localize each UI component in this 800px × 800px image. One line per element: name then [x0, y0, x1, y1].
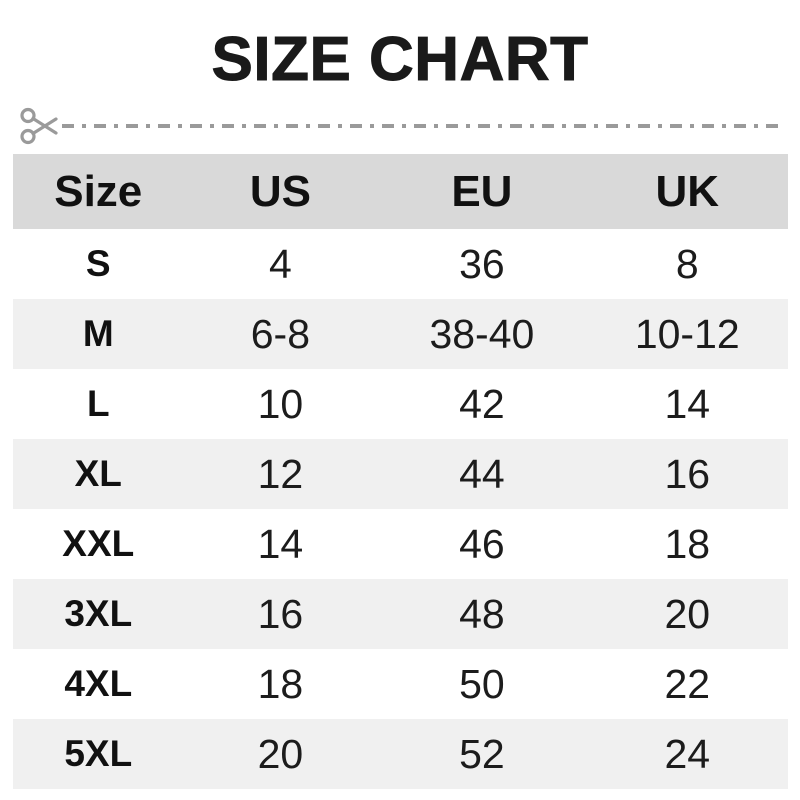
us-cell: 6-8: [250, 310, 310, 357]
eu-cell: 36: [459, 240, 505, 287]
uk-cell: 22: [664, 660, 711, 707]
uk-cell: 14: [664, 380, 711, 427]
uk-cell: 8: [675, 240, 699, 287]
table-row: S 4 36 8: [13, 229, 788, 299]
eu-cell: 38-40: [429, 310, 535, 357]
table-row: XL 12 44 16: [13, 439, 788, 509]
table-row: 4XL 18 50 22: [13, 649, 788, 719]
size-cell: XL: [74, 453, 122, 494]
eu-cell: 50: [459, 660, 505, 707]
us-cell: 18: [257, 660, 304, 707]
size-cell: XXL: [62, 523, 135, 564]
us-cell: 16: [257, 590, 304, 637]
us-cell: 12: [257, 450, 304, 497]
us-cell: 20: [257, 730, 304, 777]
eu-cell: 44: [459, 450, 505, 497]
uk-cell: 16: [664, 450, 711, 497]
size-cell: M: [82, 313, 114, 354]
size-cell: 5XL: [64, 733, 133, 774]
us-cell: 4: [268, 240, 292, 287]
us-cell: 10: [257, 380, 304, 427]
table-row: XXL 14 46 18: [13, 509, 788, 579]
eu-cell: 52: [459, 730, 505, 777]
uk-cell: 20: [664, 590, 711, 637]
dashed-cut-line: [62, 124, 784, 128]
uk-cell: 24: [664, 730, 711, 777]
table-row: M 6-8 38-40 10-12: [13, 299, 788, 369]
size-table: Size US EU UK S 4 36 8 M 6-8 38-40 10-12…: [13, 154, 788, 789]
size-cell: L: [86, 383, 110, 424]
size-cell: 3XL: [64, 593, 133, 634]
scissors-icon: [20, 107, 58, 145]
table-row: 5XL 20 52 24: [13, 719, 788, 789]
col-header-us: US: [249, 166, 311, 216]
page-title: SIZE CHART: [211, 25, 589, 95]
col-header-size: Size: [54, 166, 143, 216]
col-header-eu: EU: [451, 166, 513, 216]
us-cell: 14: [257, 520, 304, 567]
table-row: 3XL 16 48 20: [13, 579, 788, 649]
eu-cell: 46: [459, 520, 505, 567]
uk-cell: 18: [664, 520, 711, 567]
size-chart-page: SIZE CHART Size US EU UK S 4 36 8 M 6-8 …: [0, 22, 800, 800]
size-cell: 4XL: [64, 663, 133, 704]
table-header-row: Size US EU UK: [13, 154, 788, 229]
uk-cell: 10-12: [634, 310, 740, 357]
eu-cell: 48: [459, 590, 505, 637]
table-row: L 10 42 14: [13, 369, 788, 439]
col-header-uk: UK: [655, 166, 720, 216]
size-cell: S: [85, 243, 111, 284]
eu-cell: 42: [459, 380, 505, 427]
cut-line: [20, 102, 784, 150]
